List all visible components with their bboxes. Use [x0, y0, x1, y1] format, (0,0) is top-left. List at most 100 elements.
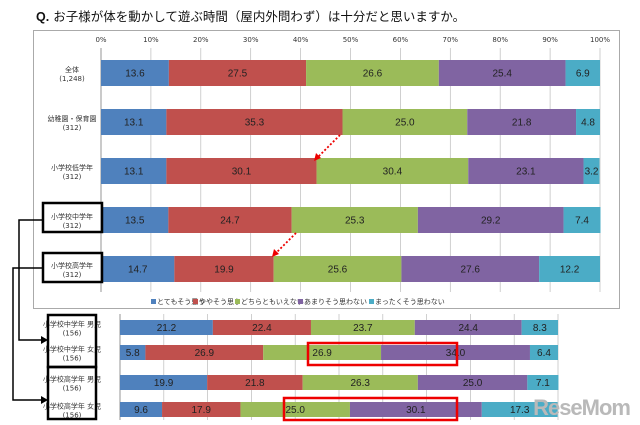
bar-segment: [101, 256, 175, 282]
data-label: 3.2: [585, 167, 599, 178]
bar-segment: [174, 256, 274, 282]
bar-segment: [207, 375, 303, 390]
category-label: 小学校低学年: [51, 163, 93, 172]
data-label: 7.1: [536, 378, 550, 389]
chart-title: Q. お子様が体を動かして遊ぶ時間（屋内外問わず）は十分だと思いますか。: [36, 6, 465, 25]
tick-label: 80%: [492, 36, 508, 44]
bar-segment: [539, 256, 600, 282]
data-label: 26.9: [195, 348, 215, 359]
data-label: 34.0: [446, 348, 466, 359]
category-label: 小学校中学年: [51, 212, 93, 221]
data-label: 13.1: [124, 118, 144, 129]
bar-segment: [342, 109, 468, 135]
bar-segment: [563, 207, 601, 233]
category-label: 小学校中学年 男児: [43, 320, 101, 329]
data-label: 25.4: [492, 69, 512, 80]
trend-arrow: [317, 134, 341, 158]
data-label: 4.8: [581, 118, 595, 129]
data-label: 30.1: [232, 167, 252, 178]
tick-label: 100%: [590, 36, 610, 44]
data-label: 21.8: [245, 378, 265, 389]
category-label: 小学校高学年: [51, 261, 93, 270]
bar-segment: [583, 158, 600, 184]
category-label: 幼稚園・保育園: [48, 114, 97, 123]
bar-segment: [120, 320, 213, 335]
data-label: 27.6: [461, 265, 481, 276]
legend-swatch: [193, 299, 198, 304]
connector-line: [12, 267, 43, 401]
legend-swatch: [151, 299, 156, 304]
tick-label: 0%: [95, 36, 106, 44]
data-label: 14.7: [128, 265, 148, 276]
tick-label: 30%: [243, 36, 259, 44]
bar-segment: [316, 158, 469, 184]
question-text: お子様が体を動かして遊ぶ時間（屋内外問わず）は十分だと思いますか。: [53, 9, 466, 24]
bar-segment: [166, 158, 317, 184]
bar-segment: [417, 375, 528, 390]
bar-segment: [521, 320, 558, 335]
bar-segment: [349, 402, 482, 417]
data-label: 6.4: [537, 348, 551, 359]
bar-segment: [310, 320, 415, 335]
data-label: 13.1: [124, 167, 144, 178]
bar-segment: [468, 158, 584, 184]
bar-segment: [565, 60, 600, 86]
data-label: 29.2: [481, 216, 501, 227]
bar-segment: [263, 345, 382, 360]
tick-label: 10%: [143, 36, 159, 44]
category-n: (156): [63, 355, 82, 363]
bar-segment: [168, 207, 292, 233]
arrow-head: [314, 153, 321, 161]
bar-segment: [381, 345, 530, 360]
bar-segment: [166, 109, 343, 135]
arrow-head: [41, 396, 48, 404]
bar-segment: [576, 109, 600, 135]
category-n: (156): [63, 385, 82, 393]
tick-label: 50%: [343, 36, 359, 44]
data-label: 25.3: [345, 216, 365, 227]
bar-segment: [414, 320, 522, 335]
legend-label: とてもそう思う: [157, 298, 205, 306]
data-label: 25.6: [328, 265, 348, 276]
bar-segment: [302, 375, 418, 390]
data-label: 30.1: [406, 405, 426, 416]
bar-segment: [438, 60, 566, 86]
data-label: 13.6: [125, 69, 145, 80]
data-label: 23.7: [353, 323, 373, 334]
bar-segment: [101, 60, 169, 86]
bar-segment: [145, 345, 264, 360]
bar-segment: [306, 60, 439, 86]
category-label: 小学校高学年 女児: [43, 402, 101, 411]
data-label: 24.7: [220, 216, 240, 227]
data-label: 5.8: [126, 348, 140, 359]
bar-segment: [120, 375, 208, 390]
bar-segment: [212, 320, 311, 335]
category-n: (312): [63, 124, 82, 132]
bar-segment: [401, 256, 540, 282]
legend-label: まったくそう思わない: [375, 298, 445, 306]
question-prefix: Q.: [36, 10, 50, 24]
category-n: (1,248): [59, 75, 85, 83]
bar-segment: [101, 207, 169, 233]
legend-label: ややそう思う: [199, 298, 241, 306]
category-n: (312): [63, 271, 82, 279]
legend-swatch: [235, 299, 240, 304]
category-label: 小学校中学年 女児: [43, 345, 101, 354]
data-label: 9.6: [134, 405, 148, 416]
bar-segment: [120, 345, 146, 360]
tick-label: 90%: [542, 36, 558, 44]
bar-segment: [101, 109, 167, 135]
bar-segment: [273, 256, 402, 282]
data-label: 13.5: [125, 216, 145, 227]
bar-segment: [291, 207, 418, 233]
data-label: 35.3: [245, 118, 265, 129]
tick-label: 70%: [443, 36, 459, 44]
data-label: 26.9: [312, 348, 332, 359]
trend-arrow: [275, 232, 297, 254]
data-label: 12.2: [560, 265, 580, 276]
data-label: 25.0: [463, 378, 483, 389]
group-highlight-box: [41, 201, 104, 234]
data-label: 27.5: [228, 69, 248, 80]
data-label: 6.9: [576, 69, 590, 80]
data-label: 23.1: [516, 167, 536, 178]
